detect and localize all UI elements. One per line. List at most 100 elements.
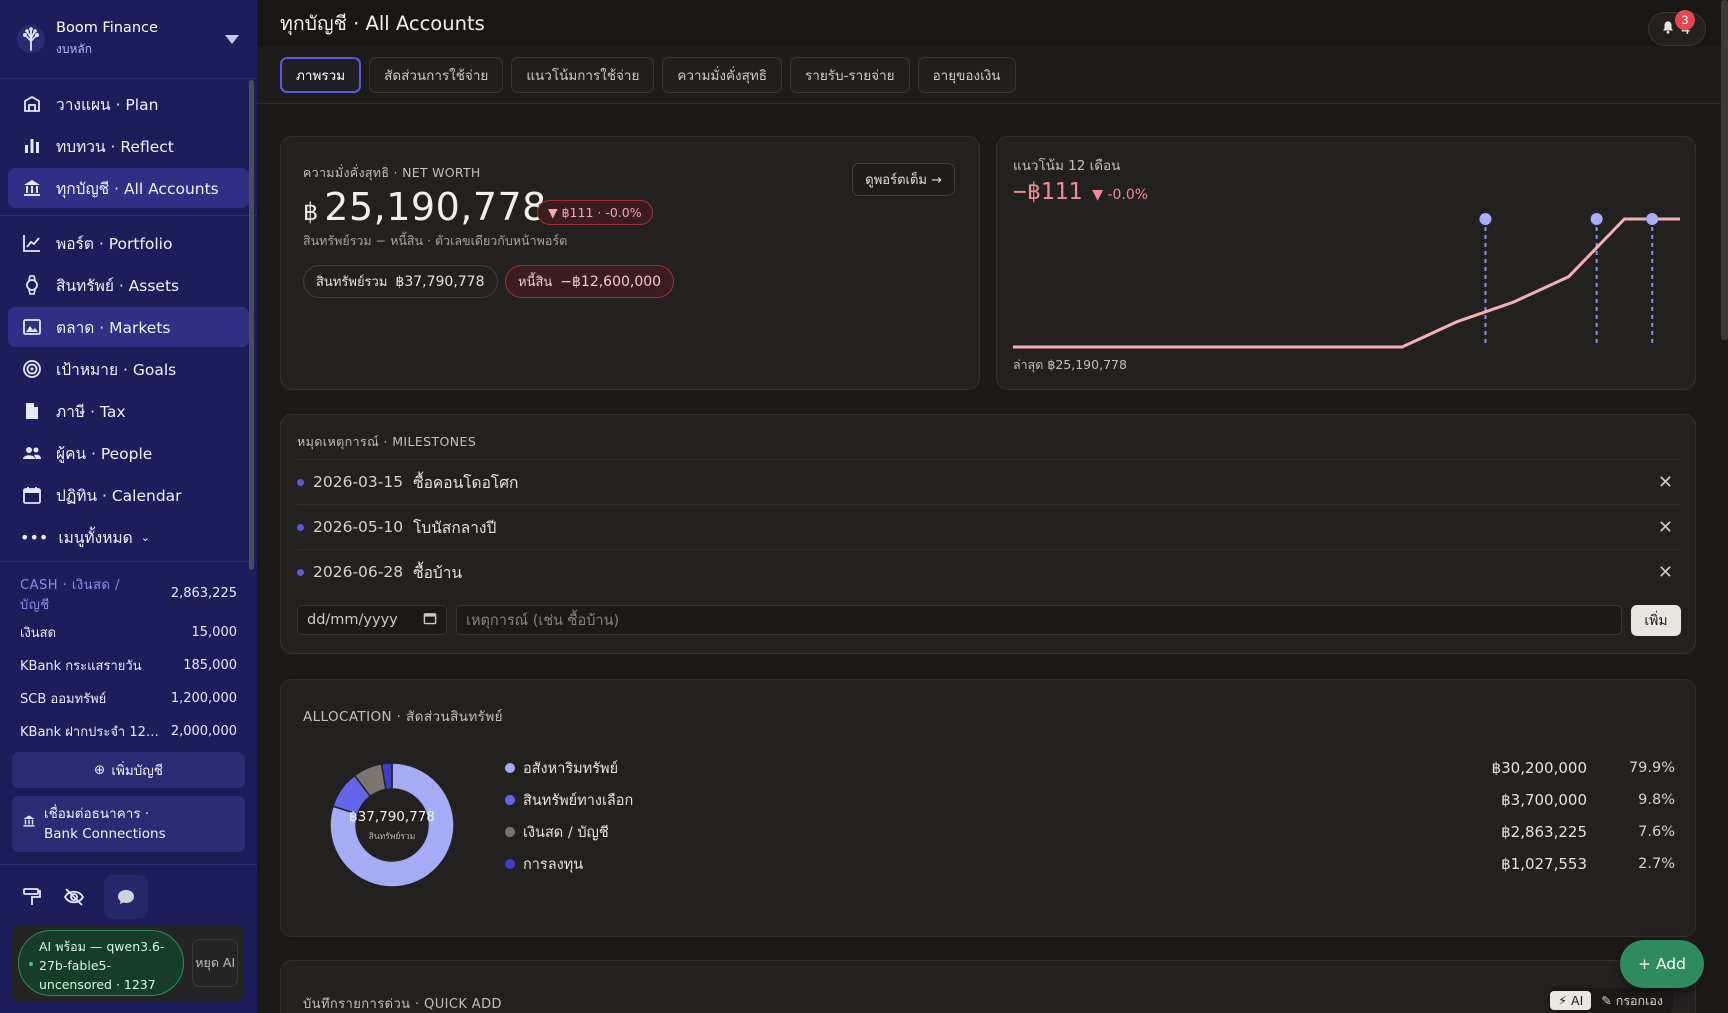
calendar-icon[interactable] — [423, 611, 437, 629]
milestone-marker-dot[interactable] — [1590, 213, 1603, 225]
sidebar-scrollbar[interactable] — [249, 80, 254, 570]
bank-icon — [22, 814, 36, 834]
milestone-date: 2026-05-10 — [313, 518, 404, 536]
view-full-portfolio-button[interactable]: ดูพอร์ตเต็ม → — [852, 163, 955, 196]
milestone-date-input[interactable]: dd/mm/yyyy — [297, 605, 447, 635]
account-balance: 15,000 — [191, 625, 238, 640]
sidebar-item-label: ทุกบัญชี · All Accounts — [56, 179, 219, 198]
eye-off-icon[interactable] — [62, 885, 86, 909]
milestone-label: ซื้อคอนโดอโศก — [413, 473, 519, 492]
legend-row: การลงทุน ฿1,027,553 2.7% — [505, 848, 1675, 880]
sidebar-divider — [0, 215, 257, 216]
target-icon — [22, 359, 42, 379]
trend-change: ▼ -0.0% — [1092, 187, 1149, 203]
milestone-row: 2026-03-15 ซื้อคอนโดอโศก ✕ — [297, 459, 1681, 504]
account-row[interactable]: KBank กระแสรายวัน 185,000 — [20, 649, 237, 682]
legend-name: อสังหาริมทรัพย์ — [523, 760, 619, 777]
close-icon[interactable]: ✕ — [1657, 516, 1673, 538]
sidebar-item-people[interactable]: ผู้คน · People — [8, 433, 249, 473]
legend-row: เงินสด / บัญชี ฿2,863,225 7.6% — [505, 816, 1675, 848]
account-name: KBank ฝากประจำ 12 เดือน — [20, 725, 162, 740]
image-icon — [22, 317, 42, 337]
tab-net-worth[interactable]: ความมั่งคั่งสุทธิ — [662, 56, 782, 93]
milestone-label: ซื้อบ้าน — [413, 563, 463, 582]
sidebar-item-calendar[interactable]: ปฏิทิน · Calendar — [8, 475, 249, 515]
sidebar-item-plan[interactable]: วางแผน · Plan — [8, 84, 249, 124]
more-menu-label: เมนูทั้งหมด — [58, 528, 133, 547]
add-account-button[interactable]: ⊕ เพิ่มบัญชี — [12, 752, 245, 788]
account-balance: 185,000 — [183, 658, 237, 673]
trend-sparkline — [1013, 213, 1680, 349]
trend-card: แนวโน้ม 12 เดือน −฿111 ▼ -0.0% ล่าสุด ฿2… — [996, 136, 1696, 390]
tab-income-expense[interactable]: รายรับ-รายจ่าย — [789, 56, 910, 93]
close-icon[interactable]: ✕ — [1657, 471, 1673, 493]
sidebar-item-assets[interactable]: สินทรัพย์ · Assets — [8, 265, 249, 305]
stop-ai-button[interactable]: หยุด AI — [192, 939, 238, 987]
paint-roller-icon[interactable] — [20, 885, 44, 909]
sidebar-item-label: ทบทวน · Reflect — [56, 137, 174, 156]
net-worth-change-badge: ▼ ฿111 · -0.0% — [537, 200, 653, 225]
account-group-header[interactable]: CASH · เงินสด / บัญชี 2,863,225 — [20, 576, 237, 616]
trend-value: −฿111 ▼ -0.0% — [1013, 179, 1148, 205]
milestones-card: หมุดเหตุการณ์ · MILESTONES 2026-03-15 ซื… — [280, 414, 1696, 654]
tab-spending-trend[interactable]: แนวโน้มการใช้จ่าย — [511, 56, 655, 93]
tab-age-of-money[interactable]: อายุของเงิน — [917, 56, 1016, 93]
sidebar-item-portfolio[interactable]: พอร์ต · Portfolio — [8, 223, 249, 263]
add-milestone-button[interactable]: เพิ่ม — [1631, 605, 1681, 636]
ai-mode-button[interactable]: ⚡ AI — [1550, 991, 1592, 1010]
milestone-dot — [297, 568, 304, 576]
milestone-date: 2026-03-15 — [313, 473, 404, 491]
sidebar-item-label: ภาษี · Tax — [56, 402, 126, 421]
add-account-label: เพิ่มบัญชี — [111, 763, 163, 779]
donut-center-label: สินทรัพย์รวม — [368, 832, 416, 842]
account-name: KBank กระแสรายวัน — [20, 659, 142, 674]
sidebar-item-all-accounts[interactable]: ทุกบัญชี · All Accounts — [8, 168, 249, 208]
caret-down-icon[interactable] — [225, 35, 239, 44]
milestones-title: หมุดเหตุการณ์ · MILESTONES — [297, 434, 477, 449]
sidebar-item-label: ตลาด · Markets — [56, 318, 171, 337]
donut-slice[interactable] — [380, 762, 393, 791]
bank-connections-button[interactable]: เชื่อมต่อธนาคาร · Bank Connections — [12, 796, 245, 852]
add-fab-button[interactable]: + Add — [1620, 940, 1704, 988]
notification-badge: 3 — [1675, 10, 1695, 30]
tab-overview[interactable]: ภาพรวม — [280, 56, 362, 93]
account-row[interactable]: เงินสด 15,000 — [20, 616, 237, 649]
ai-mode-label: AI — [1571, 993, 1584, 1008]
liabilities-label: หนี้สิน — [518, 275, 553, 290]
milestone-text-input[interactable]: เหตุการณ์ (เช่น ซื้อบ้าน) — [456, 605, 1622, 635]
account-row[interactable]: KBank ฝากประจำ 12 เดือน 2,000,000 — [20, 715, 237, 748]
account-balance: 2,000,000 — [170, 724, 237, 739]
sidebar-item-markets[interactable]: ตลาด · Markets — [8, 307, 249, 347]
donut-slice[interactable] — [329, 762, 455, 888]
account-name: SCB ออมทรัพย์ — [20, 692, 107, 707]
sidebar-item-reflect[interactable]: ทบทวน · Reflect — [8, 126, 249, 166]
legend-dot — [505, 827, 515, 837]
total-assets-label: สินทรัพย์รวม — [316, 275, 388, 290]
tab-spending-ratio[interactable]: สัดส่วนการใช้จ่าย — [369, 56, 504, 93]
quick-add-title: บันทึกรายการด่วน · QUICK ADD — [303, 997, 502, 1012]
main-scrollbar[interactable] — [1721, 0, 1728, 340]
milestone-marker-dot[interactable] — [1646, 213, 1659, 225]
notifications-button[interactable]: 4 3 — [1648, 10, 1706, 46]
account-group-label: CASH · เงินสด / บัญชี — [20, 578, 120, 613]
tree-logo-icon — [16, 24, 46, 54]
close-icon[interactable]: ✕ — [1657, 561, 1673, 583]
legend-dot — [505, 795, 515, 805]
manual-mode-button[interactable]: ✎ กรอกเอง — [1601, 992, 1663, 1008]
top-bar: ทุกบัญชี · All Accounts 4 3 — [257, 0, 1728, 46]
date-placeholder: dd/mm/yyyy — [307, 612, 398, 628]
account-name: เงินสด — [20, 626, 57, 641]
sidebar-item-label: สินทรัพย์ · Assets — [56, 276, 180, 295]
sidebar-item-tax[interactable]: ภาษี · Tax — [8, 391, 249, 431]
sidebar-more-menu[interactable]: ••• เมนูทั้งหมด ⌄ — [0, 517, 257, 557]
account-balance: 1,200,000 — [170, 691, 237, 706]
sidebar-item-label: พอร์ต · Portfolio — [56, 234, 173, 253]
sidebar-item-goals[interactable]: เป้าหมาย · Goals — [8, 349, 249, 389]
brand-switcher[interactable]: Boom Finance งบหลัก — [0, 0, 257, 79]
sidebar-item-label: เป้าหมาย · Goals — [56, 360, 177, 379]
ai-status-pill[interactable]: AI พร้อม — qwen3.6-27b-fable5-uncensored… — [18, 930, 185, 996]
milestone-row: 2026-05-10 โบนัสกลางปี ✕ — [297, 504, 1681, 549]
milestone-marker-dot[interactable] — [1479, 213, 1492, 225]
account-row[interactable]: SCB ออมทรัพย์ 1,200,000 — [20, 682, 237, 715]
chat-icon[interactable] — [104, 874, 148, 919]
